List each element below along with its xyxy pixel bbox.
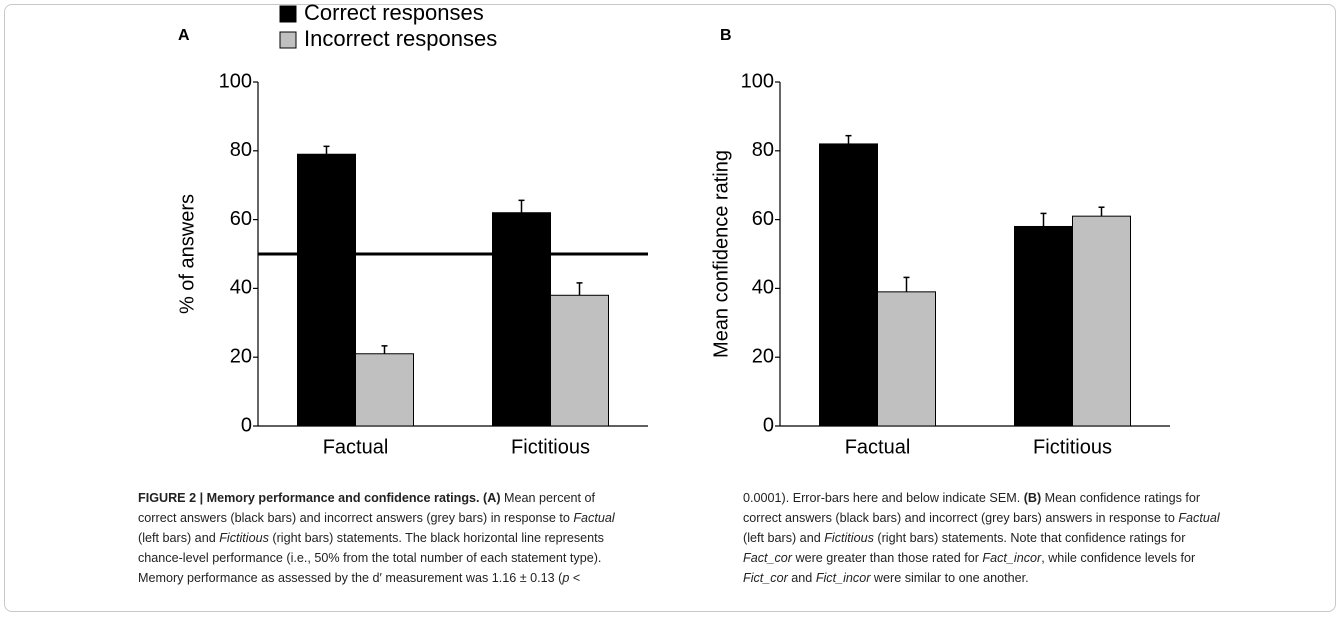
bar — [297, 153, 356, 427]
x-tick-label: Factual — [323, 436, 389, 458]
caption-italic: p — [562, 571, 570, 585]
y-tick-label: 60 — [230, 208, 252, 230]
caption-italic: Fict_cor — [743, 571, 788, 585]
caption-italic: Fictitious — [824, 531, 874, 545]
error-bar — [903, 276, 910, 292]
caption-text: were greater than those rated for — [792, 551, 983, 565]
caption-title: FIGURE 2 | Memory performance and confid… — [138, 491, 480, 505]
y-tick-label: 80 — [230, 139, 252, 161]
error-bar — [381, 345, 388, 354]
caption-italic: Fact_incor — [982, 551, 1042, 565]
y-tick-label: 80 — [752, 139, 774, 161]
caption-italic: Fict_incor — [815, 571, 871, 585]
y-tick-label: 0 — [763, 414, 774, 436]
x-tick-label: Factual — [845, 436, 911, 458]
caption-text: and — [787, 571, 816, 585]
caption-text: Mean confidence ratings for correct answ… — [743, 491, 1201, 525]
panel-label: B — [720, 27, 732, 44]
panel-label: A — [178, 27, 190, 44]
figure-charts: A % of answers 0 20 40 60 80 100 Factual Fictitio… — [176, 0, 1170, 458]
caption-italic: Fact_cor — [743, 551, 792, 565]
y-tick-label: 20 — [752, 345, 774, 367]
x-tick-label: Fictitious — [511, 436, 590, 458]
legend-swatch — [279, 5, 297, 23]
caption-italic: Fictitious — [219, 531, 269, 545]
figure-caption: FIGURE 2 | Memory performance and confid… — [138, 488, 1232, 588]
caption-italic: Factual — [573, 511, 615, 525]
error-bar — [518, 199, 525, 213]
caption-text: (right bars) statements. The black horiz… — [138, 531, 604, 585]
caption-text: (right bars) statements. Note that confi… — [873, 531, 1186, 545]
y-tick-label: 40 — [230, 277, 252, 299]
figure-frame — [4, 4, 1336, 612]
y-tick-label: 100 — [741, 70, 774, 92]
caption-text: Mean percent of correct answers (black b… — [138, 491, 596, 525]
caption-panel-label: (A) — [479, 491, 501, 505]
caption-panel-label: (B) — [1023, 491, 1042, 505]
bar — [877, 291, 936, 427]
y-tick-label: 40 — [752, 277, 774, 299]
caption-italic: Factual — [1178, 511, 1220, 525]
y-axis-title: Mean confidence rating — [710, 150, 732, 358]
error-bar — [845, 134, 852, 144]
bar — [492, 212, 551, 427]
bar — [819, 143, 878, 427]
caption-text: , while confidence levels for — [1041, 551, 1196, 565]
y-tick-label: 60 — [752, 208, 774, 230]
caption-text: (left bars) and — [743, 531, 825, 545]
bar — [550, 294, 609, 427]
error-bar — [1098, 206, 1105, 217]
caption-text: < 0.0001). Error-bars here and below ind… — [569, 491, 1024, 585]
caption-text: were similar to one another. — [870, 571, 1029, 585]
bar — [1014, 225, 1073, 427]
legend-label: Incorrect responses — [304, 26, 497, 51]
y-tick-label: 100 — [219, 70, 252, 92]
y-tick-label: 0 — [241, 414, 252, 436]
error-bar — [1040, 212, 1047, 227]
error-bar — [323, 145, 330, 155]
bar — [1072, 215, 1131, 427]
legend-label: Correct responses — [304, 0, 484, 25]
caption-text: (left bars) and — [138, 531, 220, 545]
legend-swatch — [279, 31, 297, 49]
bar — [355, 353, 414, 427]
y-tick-label: 20 — [230, 345, 252, 367]
error-bar — [576, 282, 583, 296]
y-axis-title: % of answers — [176, 194, 198, 314]
x-tick-label: Fictitious — [1033, 436, 1112, 458]
